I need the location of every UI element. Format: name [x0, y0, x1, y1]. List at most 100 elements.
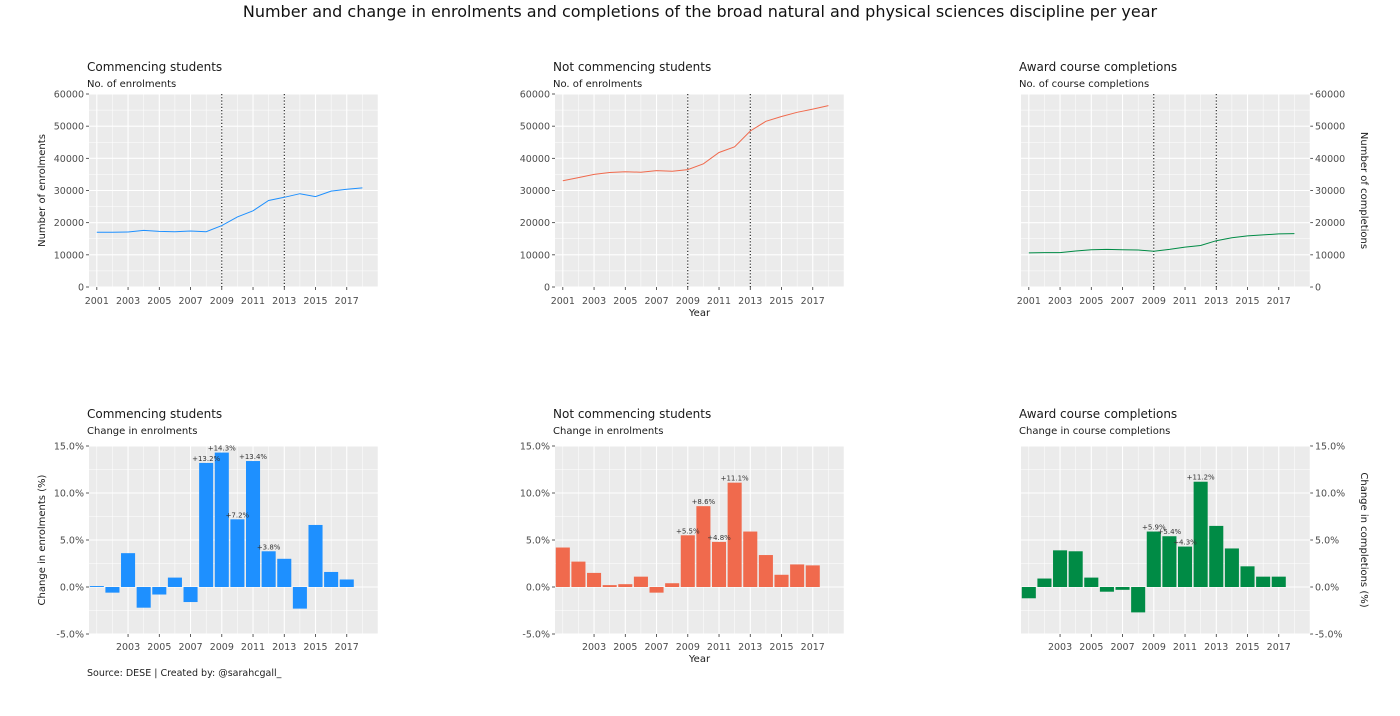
- x-tick-label: 2013: [1204, 642, 1228, 653]
- bar: [277, 558, 292, 587]
- x-tick-label: 2011: [707, 296, 731, 307]
- y-tick-label: 50000: [520, 122, 550, 133]
- x-tick-label: 2011: [707, 642, 731, 653]
- data-label: +7.2%: [226, 511, 250, 519]
- data-label: +8.6%: [692, 498, 716, 506]
- y-tick-label: 10000: [520, 250, 550, 261]
- x-tick-label: 2007: [1110, 296, 1134, 307]
- panel-2: Not commencing students No. of enrolments…: [520, 60, 845, 319]
- y-tick-label: 60000: [1315, 90, 1345, 101]
- y-tick-label: 20000: [1315, 218, 1345, 229]
- data-label: +5.5%: [676, 527, 700, 535]
- y-tick-label: 50000: [54, 122, 84, 133]
- x-tick-label: 2017: [335, 642, 359, 653]
- y-tick-label: 30000: [520, 186, 550, 197]
- x-tick-label: 2007: [178, 642, 202, 653]
- x-tick-label: 2017: [335, 296, 359, 307]
- bar: [1068, 551, 1083, 587]
- y-tick-label: 0: [78, 283, 84, 294]
- x-tick-label: 2015: [303, 296, 327, 307]
- x-tick-label: 2011: [1173, 642, 1197, 653]
- x-tick-label: 2001: [1017, 296, 1041, 307]
- bar: [1240, 566, 1255, 587]
- chart-title: Number and change in enrolments and comp…: [242, 2, 1158, 21]
- bar: [1115, 587, 1130, 590]
- x-tick-label: 2011: [1173, 296, 1197, 307]
- bar: [183, 587, 198, 603]
- x-tick-label: 2005: [1079, 642, 1103, 653]
- y-axis-title: Change in completions (%): [1358, 472, 1369, 607]
- bar: [1146, 531, 1161, 587]
- y-tick-label: 50000: [1315, 122, 1345, 133]
- bar: [121, 553, 136, 587]
- panel-title: Award course completions: [1019, 60, 1177, 74]
- source-caption: Source: DESE | Created by: @sarahcgall_: [87, 668, 282, 679]
- bar: [743, 531, 758, 587]
- y-tick-label: 60000: [54, 90, 84, 101]
- data-label: +13.2%: [192, 455, 220, 463]
- data-label: +11.1%: [721, 475, 749, 483]
- series-line: [96, 187, 363, 233]
- x-tick-label: 2017: [801, 642, 825, 653]
- bar: [1021, 587, 1036, 599]
- x-tick-label: 2005: [613, 296, 637, 307]
- y-tick-label: 5.0%: [526, 536, 550, 547]
- x-tick-label: 2013: [272, 296, 296, 307]
- x-axis-title: Year: [688, 654, 711, 665]
- y-tick-label: 30000: [54, 186, 84, 197]
- bar: [167, 577, 182, 587]
- y-axis-title: Change in enrolments (%): [37, 474, 48, 605]
- bar: [774, 574, 789, 587]
- x-tick-label: 2015: [303, 642, 327, 653]
- y-axis-title: Number of enrolments: [37, 134, 48, 247]
- y-axis-title: Number of completions: [1358, 132, 1369, 249]
- y-tick-label: 15.0%: [54, 442, 84, 453]
- panel-subtitle: Change in course completions: [1019, 426, 1170, 437]
- panel-4: Commencing students Change in enrolments -…: [37, 407, 379, 653]
- data-label: +4.8%: [707, 534, 731, 542]
- x-tick-label: 2007: [644, 296, 668, 307]
- data-label: +4.3%: [1173, 539, 1197, 547]
- x-tick-label: 2009: [1142, 642, 1166, 653]
- y-tick-label: 10.0%: [1315, 489, 1345, 500]
- x-tick-label: 2015: [769, 296, 793, 307]
- y-tick-label: 40000: [1315, 154, 1345, 165]
- bar: [555, 547, 570, 587]
- x-tick-label: 2017: [1267, 296, 1291, 307]
- x-tick-label: 2007: [178, 296, 202, 307]
- bar: [1131, 587, 1146, 613]
- y-tick-label: 10.0%: [520, 489, 550, 500]
- x-tick-label: 2003: [582, 296, 606, 307]
- series-line: [1028, 233, 1295, 254]
- x-tick-label: 2009: [1142, 296, 1166, 307]
- x-tick-label: 2003: [1048, 642, 1072, 653]
- y-tick-label: -5.0%: [522, 630, 550, 641]
- x-tick-label: 2001: [551, 296, 575, 307]
- x-tick-label: 2013: [738, 642, 762, 653]
- bar: [1271, 576, 1286, 587]
- y-tick-label: 10000: [1315, 250, 1345, 261]
- panel-subtitle: No. of enrolments: [87, 79, 176, 90]
- bar: [1053, 550, 1068, 587]
- bar: [1209, 525, 1224, 587]
- panel-title: Not commencing students: [553, 407, 711, 421]
- bar: [602, 585, 617, 587]
- y-tick-label: 15.0%: [520, 442, 550, 453]
- bar: [1099, 587, 1114, 592]
- data-label: +14.3%: [208, 445, 236, 453]
- x-tick-label: 2017: [801, 296, 825, 307]
- y-tick-label: 0.0%: [526, 583, 550, 594]
- x-tick-label: 2013: [738, 296, 762, 307]
- bar: [339, 579, 354, 587]
- panel-title: Commencing students: [87, 407, 222, 421]
- x-tick-label: 2005: [613, 642, 637, 653]
- panel-subtitle: No. of course completions: [1019, 79, 1149, 90]
- bar: [727, 482, 742, 587]
- x-tick-label: 2001: [85, 296, 109, 307]
- bar: [805, 565, 820, 587]
- bar: [1177, 546, 1193, 587]
- y-tick-label: 0: [1315, 283, 1321, 294]
- bar: [649, 587, 664, 593]
- x-tick-label: 2009: [676, 642, 700, 653]
- data-label: +5.9%: [1142, 524, 1166, 532]
